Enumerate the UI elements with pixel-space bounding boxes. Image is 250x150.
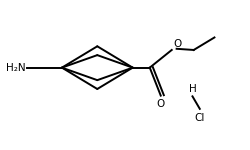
Text: H: H	[188, 84, 196, 94]
Text: Cl: Cl	[194, 113, 205, 123]
Text: O: O	[173, 39, 181, 49]
Text: H₂N: H₂N	[6, 63, 25, 73]
Text: O: O	[156, 99, 165, 109]
